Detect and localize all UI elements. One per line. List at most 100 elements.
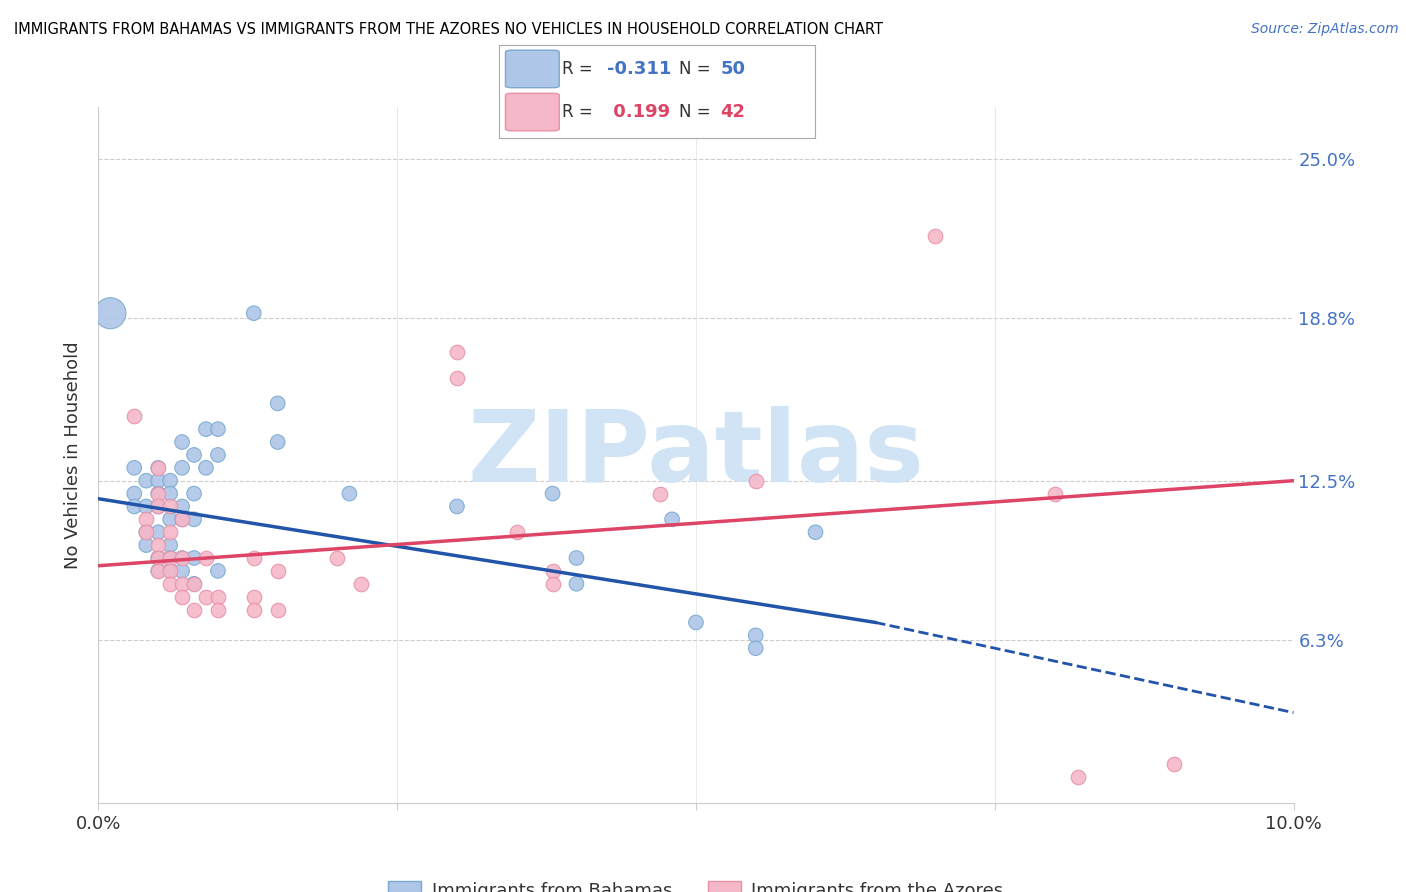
Point — [326, 551, 349, 566]
Point — [148, 525, 170, 540]
Text: -0.311: -0.311 — [607, 60, 671, 78]
Point — [148, 500, 170, 514]
Point — [1163, 757, 1185, 772]
Point — [148, 486, 170, 500]
Point — [207, 602, 229, 616]
Point — [172, 576, 194, 591]
Text: 50: 50 — [720, 60, 745, 78]
Point — [148, 460, 170, 475]
Point — [267, 396, 290, 410]
Point — [565, 576, 588, 591]
Point — [135, 500, 157, 514]
Point — [1043, 486, 1066, 500]
Point — [350, 576, 373, 591]
Point — [207, 448, 229, 462]
Point — [685, 615, 707, 630]
Point — [172, 551, 194, 566]
Point — [124, 409, 146, 424]
Point — [506, 525, 529, 540]
Point — [195, 590, 218, 604]
Point — [148, 564, 170, 578]
Point — [207, 564, 229, 578]
Point — [159, 512, 181, 526]
Text: 42: 42 — [720, 103, 745, 121]
Point — [172, 435, 194, 450]
Point — [159, 474, 181, 488]
Point — [1067, 770, 1090, 784]
Point — [541, 576, 564, 591]
Point — [183, 551, 205, 566]
Point — [745, 628, 768, 642]
Point — [100, 306, 122, 320]
Point — [745, 474, 768, 488]
Point — [267, 435, 290, 450]
Point — [148, 538, 170, 552]
Point — [159, 538, 181, 552]
Point — [172, 564, 194, 578]
Point — [339, 486, 360, 500]
Point — [243, 590, 266, 604]
Point — [207, 590, 229, 604]
Point — [172, 512, 194, 526]
Point — [124, 460, 146, 475]
Point — [148, 460, 170, 475]
Point — [661, 512, 683, 526]
Point — [565, 551, 588, 566]
Point — [159, 564, 181, 578]
Point — [159, 576, 181, 591]
Point — [745, 641, 768, 656]
Point — [195, 551, 218, 566]
Point — [159, 525, 181, 540]
Point — [159, 500, 181, 514]
Point — [135, 525, 157, 540]
Point — [172, 500, 194, 514]
Text: R =: R = — [562, 60, 599, 78]
Point — [172, 512, 194, 526]
Text: N =: N = — [679, 60, 716, 78]
Point — [159, 551, 181, 566]
Point — [159, 551, 181, 566]
Point — [183, 512, 205, 526]
Point — [195, 422, 218, 436]
Point — [267, 564, 290, 578]
Text: ZIPatlas: ZIPatlas — [468, 407, 924, 503]
Point — [207, 422, 229, 436]
FancyBboxPatch shape — [506, 50, 560, 87]
Text: IMMIGRANTS FROM BAHAMAS VS IMMIGRANTS FROM THE AZORES NO VEHICLES IN HOUSEHOLD C: IMMIGRANTS FROM BAHAMAS VS IMMIGRANTS FR… — [14, 22, 883, 37]
Point — [243, 551, 266, 566]
Point — [924, 228, 946, 243]
Point — [124, 486, 146, 500]
Point — [135, 512, 157, 526]
Y-axis label: No Vehicles in Household: No Vehicles in Household — [65, 341, 83, 569]
FancyBboxPatch shape — [506, 94, 560, 131]
Point — [446, 344, 468, 359]
Point — [183, 576, 205, 591]
Point — [135, 474, 157, 488]
Point — [148, 474, 170, 488]
Point — [183, 602, 205, 616]
Point — [172, 590, 194, 604]
Point — [148, 551, 170, 566]
Point — [446, 500, 468, 514]
Point — [267, 602, 290, 616]
Point — [243, 306, 266, 320]
Point — [183, 486, 205, 500]
Point — [541, 486, 564, 500]
Point — [159, 486, 181, 500]
Point — [159, 564, 181, 578]
Point — [446, 370, 468, 384]
Point — [650, 486, 672, 500]
Legend: Immigrants from Bahamas, Immigrants from the Azores: Immigrants from Bahamas, Immigrants from… — [388, 881, 1004, 892]
Point — [243, 602, 266, 616]
Point — [148, 500, 170, 514]
Point — [172, 551, 194, 566]
Text: R =: R = — [562, 103, 599, 121]
Point — [148, 564, 170, 578]
Point — [183, 448, 205, 462]
Point — [135, 525, 157, 540]
Text: 0.199: 0.199 — [607, 103, 669, 121]
Point — [148, 551, 170, 566]
Point — [195, 460, 218, 475]
Text: Source: ZipAtlas.com: Source: ZipAtlas.com — [1251, 22, 1399, 37]
Point — [541, 564, 564, 578]
